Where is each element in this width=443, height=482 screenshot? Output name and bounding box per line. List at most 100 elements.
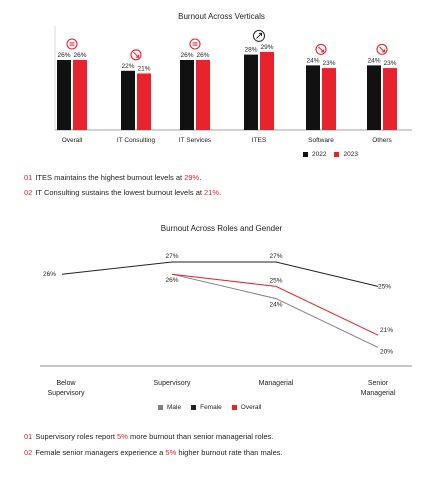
bar-2022-it-consulting bbox=[121, 70, 135, 130]
bar-value-label: 29% bbox=[260, 44, 273, 51]
equal-icon bbox=[66, 38, 78, 50]
bar-2022-others bbox=[367, 65, 381, 130]
note-text-end: higher burnout rate than males. bbox=[176, 448, 283, 457]
roles-note-1: 01 Supervisory roles report 5% more burno… bbox=[24, 432, 273, 441]
icon-arrow bbox=[256, 33, 262, 39]
x-tick-label: Managerial bbox=[259, 380, 294, 387]
x-tick-label: IT Consulting bbox=[117, 137, 156, 144]
verticals-note-1: 01 ITES maintains the highest burnout lev… bbox=[24, 173, 201, 182]
icon-arrowhead bbox=[321, 49, 324, 53]
legend-label-overall: Overall bbox=[240, 404, 262, 411]
bar-2023-software bbox=[322, 68, 336, 130]
legend-label-male: Male bbox=[167, 404, 182, 411]
x-tick-label: Supervisory bbox=[48, 390, 85, 397]
series-line-female bbox=[61, 261, 379, 287]
point-label-overall: 21% bbox=[380, 327, 393, 334]
bar-2023-it-services bbox=[196, 60, 210, 130]
line-chart-title: Burnout Across Roles and Gender bbox=[160, 224, 283, 233]
legend-swatch-female bbox=[191, 405, 197, 410]
note-highlight: 5% bbox=[117, 432, 128, 441]
note-text: IT Consulting sustains the lowest burnou… bbox=[35, 188, 205, 197]
bar-2022-software bbox=[306, 65, 320, 130]
bar-value-label: 26% bbox=[196, 52, 209, 59]
x-tick-label: Below bbox=[56, 380, 76, 387]
bar-value-label: 24% bbox=[306, 57, 319, 64]
legend-label-female: Female bbox=[200, 404, 222, 411]
note-text: ITES maintains the highest burnout level… bbox=[35, 173, 185, 182]
bar-value-label: 23% bbox=[383, 60, 396, 67]
legend-swatch-male bbox=[158, 405, 163, 410]
point-label-male: 24% bbox=[269, 302, 282, 309]
x-tick-label: IT Services bbox=[179, 137, 212, 144]
icon-arrowhead bbox=[136, 54, 139, 58]
point-label-female: 26% bbox=[43, 271, 56, 278]
x-tick-label: Overall bbox=[62, 137, 83, 144]
note-text: Supervisory roles report bbox=[35, 432, 118, 441]
bar-value-label: 21% bbox=[137, 65, 150, 72]
bar-2022-it-services bbox=[180, 60, 194, 130]
icon-arrow bbox=[133, 51, 139, 58]
bar-value-label: 26% bbox=[73, 52, 86, 59]
point-label-overall: 25% bbox=[269, 277, 282, 284]
series-line-overall bbox=[171, 273, 379, 336]
note-number: 01 bbox=[24, 173, 33, 182]
bar-2023-ites bbox=[260, 51, 274, 130]
note-text-end: more burnout than senior managerial role… bbox=[127, 432, 274, 441]
decrease-icon bbox=[376, 43, 388, 55]
x-tick-label: Others bbox=[372, 137, 392, 144]
note-number: 01 bbox=[24, 432, 33, 441]
note-text-end: . bbox=[219, 188, 222, 197]
note-highlight: 5% bbox=[165, 448, 177, 457]
icon-arrowhead bbox=[259, 32, 262, 36]
bar-value-label: 28% bbox=[244, 47, 257, 54]
bar-chart-title: Burnout Across Verticals bbox=[178, 12, 265, 21]
note-highlight: 21% bbox=[204, 188, 220, 197]
note-text: Female senior managers experience a bbox=[35, 448, 166, 457]
bar-2023-it-consulting bbox=[137, 73, 151, 130]
note-highlight: 29% bbox=[184, 173, 200, 182]
legend-swatch-2023 bbox=[334, 152, 340, 157]
line-chart: 26% 27% 27% 25% 26% 24% 20% 25% 21% Below Supervis… bbox=[40, 253, 412, 397]
icon-arrowhead bbox=[382, 49, 385, 53]
line-legend: Male Female Overall bbox=[158, 404, 261, 411]
increase-icon bbox=[253, 29, 265, 42]
roles-note-2: 02 Female senior managers experience a 5%… bbox=[24, 448, 283, 457]
legend-swatch-overall bbox=[231, 405, 237, 410]
icon-arrow bbox=[379, 46, 385, 53]
note-text-end: . bbox=[199, 173, 202, 182]
equal-icon bbox=[189, 38, 201, 50]
bar-legend: 2022 2023 bbox=[303, 151, 358, 158]
legend-label-2023: 2023 bbox=[343, 151, 358, 158]
bar-value-label: 26% bbox=[180, 52, 193, 59]
point-label-female: 27% bbox=[165, 253, 178, 260]
x-tick-label: ITES bbox=[252, 137, 267, 144]
icon-circle bbox=[189, 38, 201, 50]
icon-arrow bbox=[318, 46, 324, 53]
icon-circle bbox=[66, 38, 78, 50]
decrease-icon bbox=[130, 49, 142, 61]
legend-swatch-2022 bbox=[303, 152, 308, 157]
bar-2022-overall bbox=[57, 60, 71, 130]
decrease-icon bbox=[315, 43, 327, 55]
point-label-female: 27% bbox=[269, 253, 282, 260]
verticals-note-2: 02 IT Consulting sustains the lowest burn… bbox=[24, 188, 221, 197]
point-label-female: 25% bbox=[378, 283, 391, 290]
point-label-male: 20% bbox=[380, 348, 393, 355]
note-number: 02 bbox=[24, 448, 33, 457]
bar-value-label: 22% bbox=[121, 63, 134, 70]
note-number: 02 bbox=[24, 188, 33, 197]
x-tick-label: Software bbox=[308, 137, 334, 144]
x-tick-label: Senior bbox=[368, 380, 389, 387]
bar-value-label: 24% bbox=[367, 57, 380, 64]
bar-2022-ites bbox=[244, 54, 258, 130]
bar-value-label: 23% bbox=[322, 60, 335, 67]
x-tick-label: Supervisory bbox=[154, 380, 191, 387]
legend-label-2022: 2022 bbox=[312, 151, 327, 158]
point-label-male: 26% bbox=[165, 277, 178, 284]
bar-2023-overall bbox=[73, 60, 87, 130]
series-line-male bbox=[171, 273, 379, 348]
bar-value-label: 26% bbox=[57, 52, 70, 59]
bar-2023-others bbox=[383, 68, 397, 130]
x-tick-label: Managerial bbox=[361, 390, 396, 397]
